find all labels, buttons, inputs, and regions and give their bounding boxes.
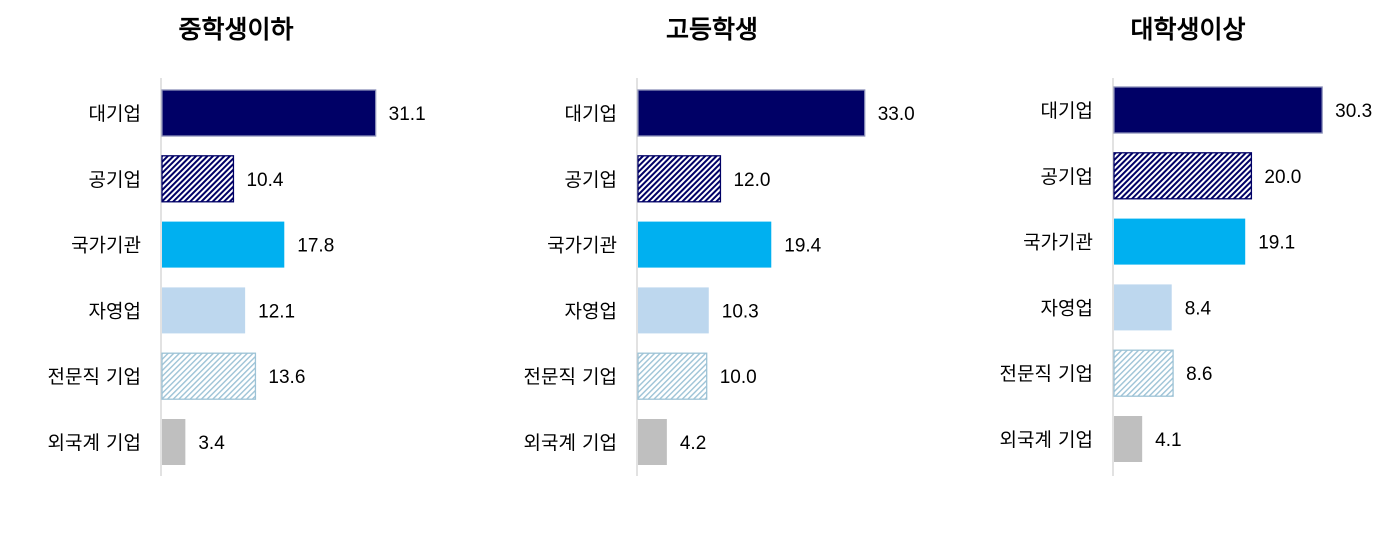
category-label: 공기업 xyxy=(565,169,617,191)
data-label: 3.4 xyxy=(198,433,225,454)
data-label: 20.0 xyxy=(1264,167,1301,188)
category-label: 국가기관 xyxy=(71,235,141,257)
bar xyxy=(637,352,708,400)
category-label: 자영업 xyxy=(89,300,141,322)
category-label: 자영업 xyxy=(565,300,617,322)
bar xyxy=(161,89,377,137)
bar xyxy=(1114,218,1246,265)
data-label: 30.3 xyxy=(1335,101,1372,122)
category-label: 대기업 xyxy=(1041,100,1093,122)
bar xyxy=(162,419,186,465)
data-label: 12.0 xyxy=(733,170,770,191)
category-label: 대기업 xyxy=(89,103,141,125)
bar xyxy=(1113,86,1323,134)
category-label: 대기업 xyxy=(565,103,617,125)
bar xyxy=(638,419,667,465)
data-label: 10.0 xyxy=(720,367,757,388)
data-label: 31.1 xyxy=(389,104,426,125)
data-label: 8.6 xyxy=(1186,364,1212,385)
data-label: 10.4 xyxy=(246,170,283,191)
data-label: 4.2 xyxy=(680,433,706,454)
bar xyxy=(1113,349,1174,397)
bar xyxy=(1114,284,1172,331)
chart-title: 대학생이상 xyxy=(1130,15,1245,44)
bar xyxy=(161,155,235,203)
data-label: 33.0 xyxy=(878,104,915,125)
category-label: 외국계 기업 xyxy=(524,432,617,454)
bar xyxy=(1114,416,1143,462)
bar xyxy=(1113,152,1253,200)
category-label: 국가기관 xyxy=(547,235,617,257)
bar xyxy=(638,287,709,334)
category-label: 전문직 기업 xyxy=(524,366,617,388)
bar xyxy=(161,352,257,400)
data-label: 17.8 xyxy=(297,236,334,257)
bar xyxy=(162,287,246,334)
category-label: 전문직 기업 xyxy=(1000,363,1093,385)
data-label: 19.1 xyxy=(1258,233,1295,254)
category-label: 외국계 기업 xyxy=(48,432,141,454)
chart-title: 중학생이하 xyxy=(178,15,293,44)
data-label: 8.4 xyxy=(1185,298,1212,319)
data-label: 12.1 xyxy=(258,301,295,322)
category-label: 국가기관 xyxy=(1023,232,1093,254)
data-label: 13.6 xyxy=(268,367,305,388)
category-label: 전문직 기업 xyxy=(48,366,141,388)
data-label: 19.4 xyxy=(784,236,821,257)
bar xyxy=(638,221,772,268)
bar xyxy=(637,155,722,203)
category-label: 자영업 xyxy=(1041,297,1093,319)
category-label: 공기업 xyxy=(89,169,141,191)
chart-title: 고등학생 xyxy=(666,15,758,44)
category-label: 외국계 기업 xyxy=(1000,429,1093,451)
data-label: 10.3 xyxy=(722,301,759,322)
bar xyxy=(637,89,866,137)
data-label: 4.1 xyxy=(1155,430,1181,451)
category-label: 공기업 xyxy=(1041,166,1093,188)
bar xyxy=(162,221,285,268)
